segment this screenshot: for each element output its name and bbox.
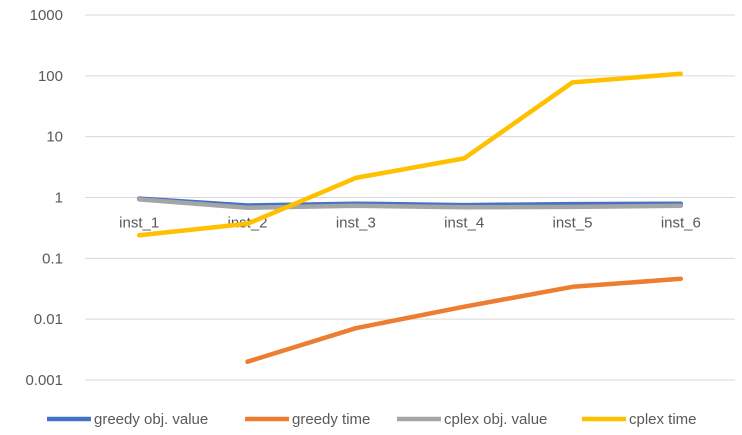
legend-label: greedy time [292, 411, 370, 428]
y-tick-label: 1000 [30, 7, 63, 24]
x-tick-label: inst_4 [444, 215, 484, 232]
y-tick-label: 0.1 [42, 250, 63, 267]
legend-label: cplex time [629, 411, 697, 428]
y-tick-label: 10 [46, 129, 63, 146]
series-lines [136, 71, 684, 364]
legend-label: greedy obj. value [94, 411, 208, 428]
series-line-greedy-time [245, 276, 684, 364]
y-tick-label: 0.01 [34, 311, 63, 328]
x-tick-label: inst_3 [336, 215, 376, 232]
series-line-cplex-obj-value [136, 197, 684, 210]
y-tick-label: 0.001 [25, 372, 63, 389]
y-tick-label: 100 [38, 68, 63, 85]
legend: greedy obj. value greedy time cplex obj. v… [47, 411, 697, 428]
x-axis: inst_1 inst_2 inst_3 inst_4 inst_5 inst_6 [119, 215, 701, 232]
x-tick-label: inst_6 [661, 215, 701, 232]
series-line-cplex-time [136, 71, 684, 238]
x-tick-label: inst_5 [552, 215, 592, 232]
y-tick-label: 1 [55, 190, 63, 207]
grid-lines [85, 14, 735, 381]
legend-label: cplex obj. value [444, 411, 547, 428]
x-tick-label: inst_1 [119, 215, 159, 232]
y-axis: 1000 100 10 1 0.1 0.01 0.001 [25, 7, 63, 389]
